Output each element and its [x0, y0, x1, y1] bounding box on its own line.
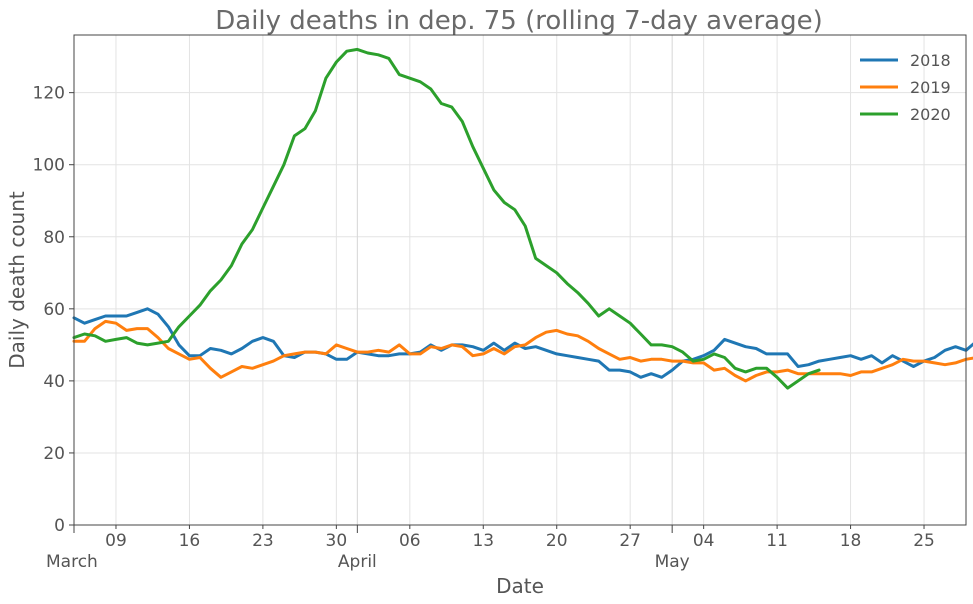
- x-tick-label: 11: [766, 531, 788, 551]
- chart-title: Daily deaths in dep. 75 (rolling 7-day a…: [215, 6, 823, 36]
- x-tick-label: 30: [326, 531, 348, 551]
- legend-label-2019: 2019: [910, 78, 951, 97]
- x-axis-label: Date: [496, 574, 544, 598]
- legend-label-2018: 2018: [910, 51, 951, 70]
- x-tick-label: 04: [693, 531, 715, 551]
- month-label: March: [46, 552, 98, 572]
- month-labels: March April May: [46, 525, 690, 572]
- y-axis-ticks: 0 20 40 60 80 100 120: [33, 84, 74, 536]
- y-tick-label: 80: [43, 228, 65, 248]
- plot-frame: [73, 34, 967, 526]
- y-tick-label: 20: [43, 444, 65, 464]
- x-tick-label: 16: [179, 531, 201, 551]
- y-tick-label: 0: [54, 516, 65, 536]
- grid-lines: [74, 35, 966, 525]
- series-line-2020: [72, 47, 821, 390]
- x-tick-label: 18: [840, 531, 862, 551]
- legend: 2018 2019 2020: [860, 51, 951, 124]
- y-tick-label: 60: [43, 300, 65, 320]
- month-label: April: [338, 552, 377, 572]
- y-tick-label: 40: [43, 372, 65, 392]
- x-axis-ticks: 09 16 23 30 06 13 20 27 04 11 18 25: [105, 525, 935, 551]
- month-label: May: [655, 552, 690, 572]
- legend-label-2020: 2020: [910, 105, 951, 124]
- series-line-2018: [72, 307, 973, 379]
- x-tick-label: 25: [913, 531, 935, 551]
- y-axis-label: Daily death count: [5, 191, 29, 369]
- series-lines: [72, 47, 973, 390]
- x-tick-label: 06: [399, 531, 421, 551]
- series-line-2019: [72, 319, 973, 383]
- x-tick-label: 09: [105, 531, 127, 551]
- x-tick-label: 23: [252, 531, 274, 551]
- x-tick-label: 27: [619, 531, 641, 551]
- x-tick-label: 13: [472, 531, 494, 551]
- x-tick-label: 20: [546, 531, 568, 551]
- y-tick-label: 120: [33, 84, 65, 104]
- y-tick-label: 100: [33, 156, 65, 176]
